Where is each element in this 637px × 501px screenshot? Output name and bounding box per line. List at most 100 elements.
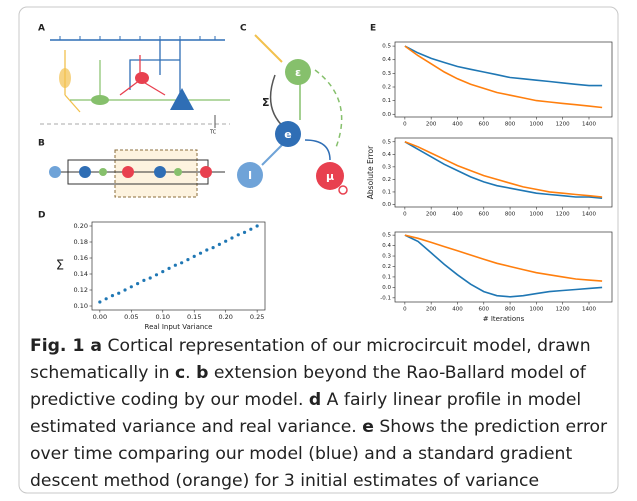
series-line [404, 45, 603, 109]
y-tick-label: 0.10 [74, 302, 88, 310]
x-tick-label: 1200 [556, 307, 570, 313]
scatter-point [148, 276, 152, 280]
caption-text: A fairly linear profile in model estimat… [30, 390, 582, 437]
scatter-point [217, 242, 221, 246]
x-tick-label: 600 [479, 212, 490, 218]
x-tick-label: 200 [426, 212, 437, 218]
x-tick-label: 1200 [556, 212, 570, 218]
x-tick-label: 400 [452, 307, 463, 313]
y-axis-label: Absolute Error [366, 145, 375, 199]
scatter-point [198, 251, 203, 255]
scatter-point [161, 270, 165, 274]
x-axis-label: Real Input Variance [145, 323, 213, 331]
x-tick-label: 800 [505, 307, 516, 313]
plot-frame [394, 41, 613, 118]
caption: Fig. 1 a Cortical representation of our … [30, 333, 620, 495]
x-tick-label: 1400 [582, 307, 596, 313]
x-tick-label: 1200 [556, 122, 570, 128]
panel-label: B [38, 139, 45, 149]
x-tick-label: 400 [452, 122, 463, 128]
y-tick-label: 0.12 [74, 286, 88, 294]
caption-text: c [174, 363, 186, 383]
y-tick-label: 0.20 [74, 222, 88, 230]
diagram-a [40, 36, 230, 128]
scatter-point [173, 263, 177, 267]
scatter-point [255, 224, 259, 228]
x-tick-label: 0.05 [124, 313, 138, 321]
plot-frame [91, 221, 266, 311]
x-tick-label: 0.00 [93, 313, 107, 321]
series-line [404, 141, 603, 198]
y-tick-label: 0.2 [382, 85, 391, 91]
series-line [404, 141, 603, 199]
caption-text: . [185, 363, 197, 383]
scatter-point [167, 266, 171, 270]
y-tick-label: 0.18 [74, 238, 88, 246]
y-tick-label: 0.5 [382, 139, 391, 145]
x-tick-label: 1400 [582, 212, 596, 218]
node-label: μ [326, 170, 334, 183]
scatter-point [242, 230, 247, 234]
sigma-label: Σ [262, 96, 270, 109]
node-label: ε [295, 66, 301, 79]
y-tick-label: 0.3 [382, 71, 391, 77]
scatter-point [104, 297, 108, 301]
y-tick-label: 0.4 [382, 243, 391, 249]
scatter-point [110, 294, 115, 298]
tc-label: TC [209, 130, 217, 136]
scatter-point [224, 239, 228, 243]
y-tick-label: 0.2 [382, 264, 391, 270]
node-label: I [248, 169, 252, 182]
y-tick-label: 0.0 [382, 112, 391, 118]
y-tick-label: 0.3 [382, 164, 391, 170]
panel-label: D [38, 211, 45, 221]
scatter-point [186, 258, 190, 262]
y-tick-label: 0.3 [382, 254, 391, 260]
scatter-point [236, 233, 240, 237]
scatter-point [249, 227, 253, 231]
y-tick-label: 0.4 [382, 152, 391, 158]
scatter-point [123, 288, 127, 292]
y-tick-label: 0.2 [382, 177, 391, 183]
scatter-point [142, 278, 146, 282]
x-tick-label: 600 [479, 122, 490, 128]
y-tick-label: 0.5 [382, 233, 391, 239]
x-tick-label: 0 [403, 212, 407, 218]
caption-text: b [196, 363, 209, 383]
scatter-point [117, 291, 121, 295]
x-tick-label: 0 [403, 307, 407, 313]
scatter-point [211, 246, 215, 250]
y-tick-label: 0.14 [74, 270, 88, 278]
x-tick-label: 1000 [529, 212, 543, 218]
x-tick-label: 0.20 [218, 313, 232, 321]
x-axis-label: # Iterations [483, 315, 525, 323]
x-tick-label: 0 [403, 122, 407, 128]
series-line [404, 45, 603, 87]
figure-border [18, 6, 619, 494]
y-tick-label: 0.5 [382, 44, 391, 50]
plot-frame [394, 137, 613, 208]
x-tick-label: 200 [426, 307, 437, 313]
scatter-point [230, 236, 234, 240]
scatter-point [136, 282, 140, 286]
panel-label: C [240, 24, 247, 34]
caption-text: d [308, 390, 322, 410]
scatter-point [98, 300, 102, 304]
y-tick-label: 0.1 [382, 98, 391, 104]
panel-label: E [370, 24, 376, 34]
caption-text: Shows the prediction error over time com… [30, 417, 608, 491]
x-tick-label: 800 [505, 122, 516, 128]
x-tick-label: 1000 [529, 122, 543, 128]
scatter-point [192, 254, 196, 258]
x-tick-label: 600 [479, 307, 490, 313]
x-tick-label: 0.10 [156, 313, 170, 321]
scatter-point [129, 285, 133, 289]
scatter-point [205, 248, 209, 252]
x-tick-label: 400 [452, 212, 463, 218]
node-label: e [284, 128, 291, 141]
caption-text: a [84, 336, 103, 356]
diagram-c [237, 34, 348, 195]
y-tick-label: -0.1 [380, 295, 391, 301]
